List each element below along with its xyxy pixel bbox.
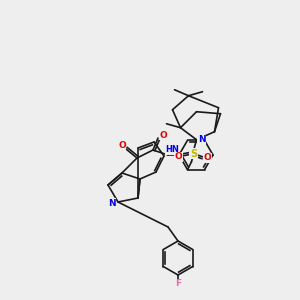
Text: HN: HN: [165, 146, 179, 154]
Text: F: F: [175, 280, 181, 289]
Text: O: O: [118, 140, 126, 149]
Text: N: N: [108, 199, 116, 208]
Text: O: O: [204, 153, 212, 162]
Text: O: O: [175, 152, 182, 161]
Text: S: S: [190, 149, 197, 159]
Text: N: N: [198, 135, 205, 144]
Text: O: O: [159, 130, 167, 140]
